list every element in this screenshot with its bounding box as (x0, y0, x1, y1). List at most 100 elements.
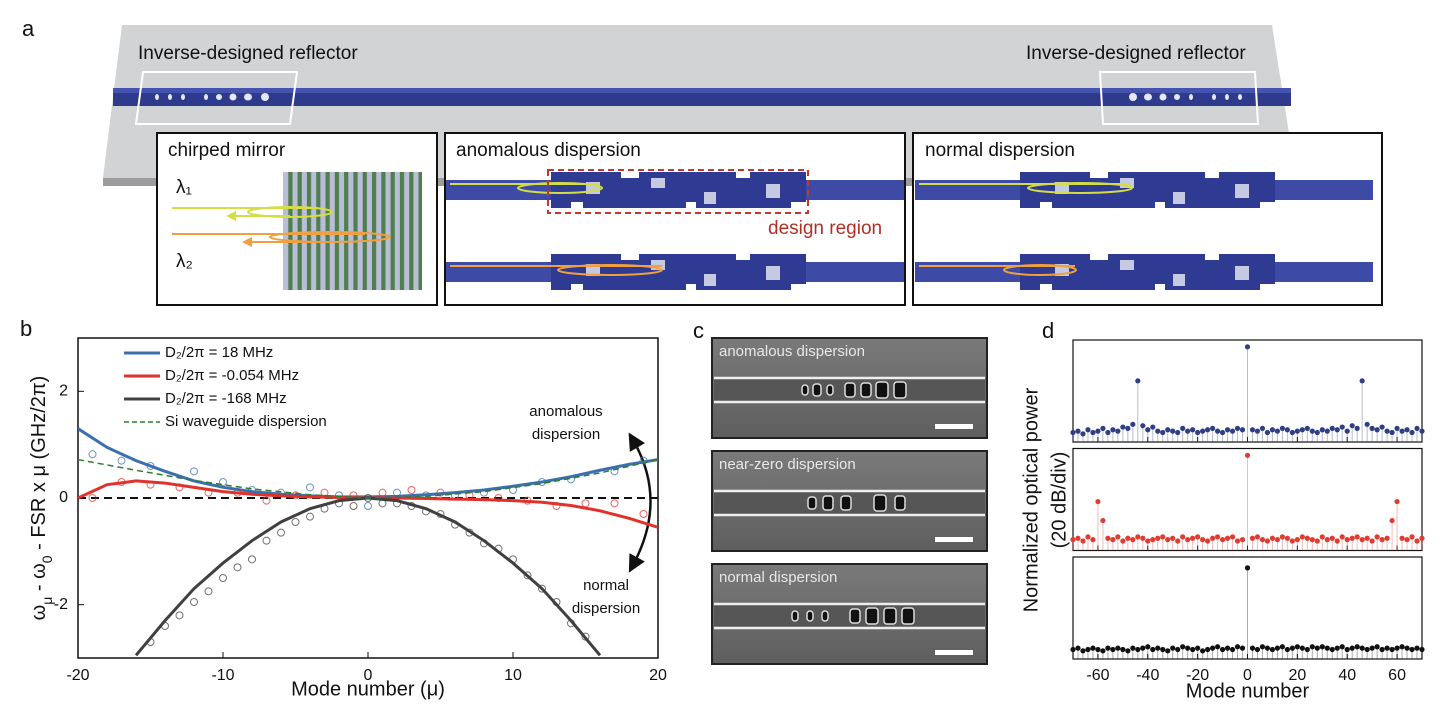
data-point (378, 488, 387, 497)
stem-point (1125, 648, 1131, 654)
data-point (146, 480, 155, 489)
y-axis-label-part: ω (28, 605, 50, 621)
data-point (204, 587, 213, 596)
stem-point (1379, 424, 1385, 430)
stem-point (1329, 535, 1335, 541)
data-point (219, 478, 227, 486)
stem-point (1100, 517, 1106, 524)
data-point (509, 555, 517, 564)
stem-point (1170, 535, 1176, 541)
y-axis-label-part: - ω (28, 563, 50, 596)
stem-point (1200, 537, 1206, 543)
x-tick-label: 40 (1338, 667, 1356, 684)
stem-point (1205, 427, 1211, 433)
stem-point (1200, 648, 1206, 654)
stem-point (1404, 645, 1410, 651)
data-point (175, 611, 184, 620)
data-point (233, 488, 242, 497)
stem-point (1170, 428, 1176, 434)
series-line (78, 479, 658, 529)
stem-point (1120, 646, 1126, 653)
stem-point (1289, 538, 1295, 544)
data-point (335, 499, 343, 508)
sem-hole (894, 495, 906, 511)
scale-bar (935, 537, 973, 542)
stem-point (1349, 645, 1355, 651)
stem-point (1160, 429, 1166, 436)
x-tick-label: 60 (1388, 667, 1406, 684)
data-point (190, 598, 198, 606)
data-point (378, 499, 387, 508)
stem-point (1349, 535, 1355, 541)
data-point (393, 488, 401, 497)
stem-point (1115, 645, 1121, 651)
stem-point (1130, 537, 1136, 543)
stem-point (1234, 538, 1241, 544)
y-tick-label: -2 (54, 596, 68, 613)
x-tick-label: 10 (504, 667, 522, 684)
stem-point (1135, 646, 1141, 653)
data-point (523, 496, 532, 505)
stem-point (1279, 644, 1285, 650)
stem-point (1135, 378, 1141, 384)
stem-point (1404, 537, 1410, 543)
stem-point (1299, 427, 1305, 433)
stem-point (1090, 537, 1096, 543)
x-tick-label: 20 (1288, 667, 1306, 684)
stem-point (1085, 534, 1091, 540)
data-point (465, 528, 474, 537)
plot-area (78, 427, 658, 657)
stem-point (1324, 645, 1330, 651)
stem-point (1404, 427, 1410, 433)
stem-point (1294, 537, 1300, 543)
stem-point (1080, 648, 1086, 654)
data-point (610, 499, 619, 508)
annotation: dispersion (532, 426, 600, 443)
stem-point (1125, 425, 1131, 431)
stem-point (1150, 537, 1156, 543)
stem-point (1414, 645, 1420, 651)
reflector-label: Inverse-designed reflector (138, 43, 358, 64)
stem-point (1135, 534, 1141, 540)
data-point (190, 467, 198, 476)
stem-point (1274, 537, 1281, 543)
stem-point (1150, 424, 1156, 430)
stem-point (1319, 644, 1325, 650)
stem-point (1414, 425, 1420, 431)
stem-point (1105, 429, 1111, 436)
reflector-label: Inverse-designed reflector (1026, 43, 1246, 64)
data-point (364, 502, 372, 510)
legend-label: Si waveguide dispersion (165, 413, 327, 430)
stem-point (1349, 423, 1355, 429)
panel-label: c (693, 318, 704, 343)
legend-label: D₂/2π = -168 MHz (165, 390, 287, 407)
holes (155, 93, 1242, 101)
stem-point (1369, 425, 1375, 431)
stem-point (1219, 646, 1226, 653)
mirror-stripes (287, 172, 422, 290)
sem-hole (806, 610, 814, 622)
stem-point (1210, 535, 1216, 541)
sem-hole (807, 496, 817, 510)
data-point (117, 478, 126, 486)
sem-hole (893, 381, 907, 399)
data-point (407, 502, 416, 510)
stem-point (1110, 427, 1116, 433)
stem-point (1354, 644, 1360, 650)
stem-point (1140, 645, 1146, 651)
stem-point (1394, 425, 1400, 431)
annotation: dispersion (572, 600, 640, 617)
stem-point (1284, 646, 1290, 653)
beams (172, 206, 391, 247)
stem-point (1394, 645, 1400, 651)
stem-point (1419, 646, 1425, 653)
stem-point (1259, 537, 1266, 543)
stem-point (1249, 427, 1256, 433)
stem-point (1264, 429, 1271, 436)
stem-point (1165, 537, 1171, 543)
stem-point (1324, 428, 1330, 434)
stem-point (1364, 421, 1370, 427)
stem-point (1095, 498, 1101, 505)
stem-point (1160, 646, 1166, 653)
data-point (639, 456, 648, 465)
